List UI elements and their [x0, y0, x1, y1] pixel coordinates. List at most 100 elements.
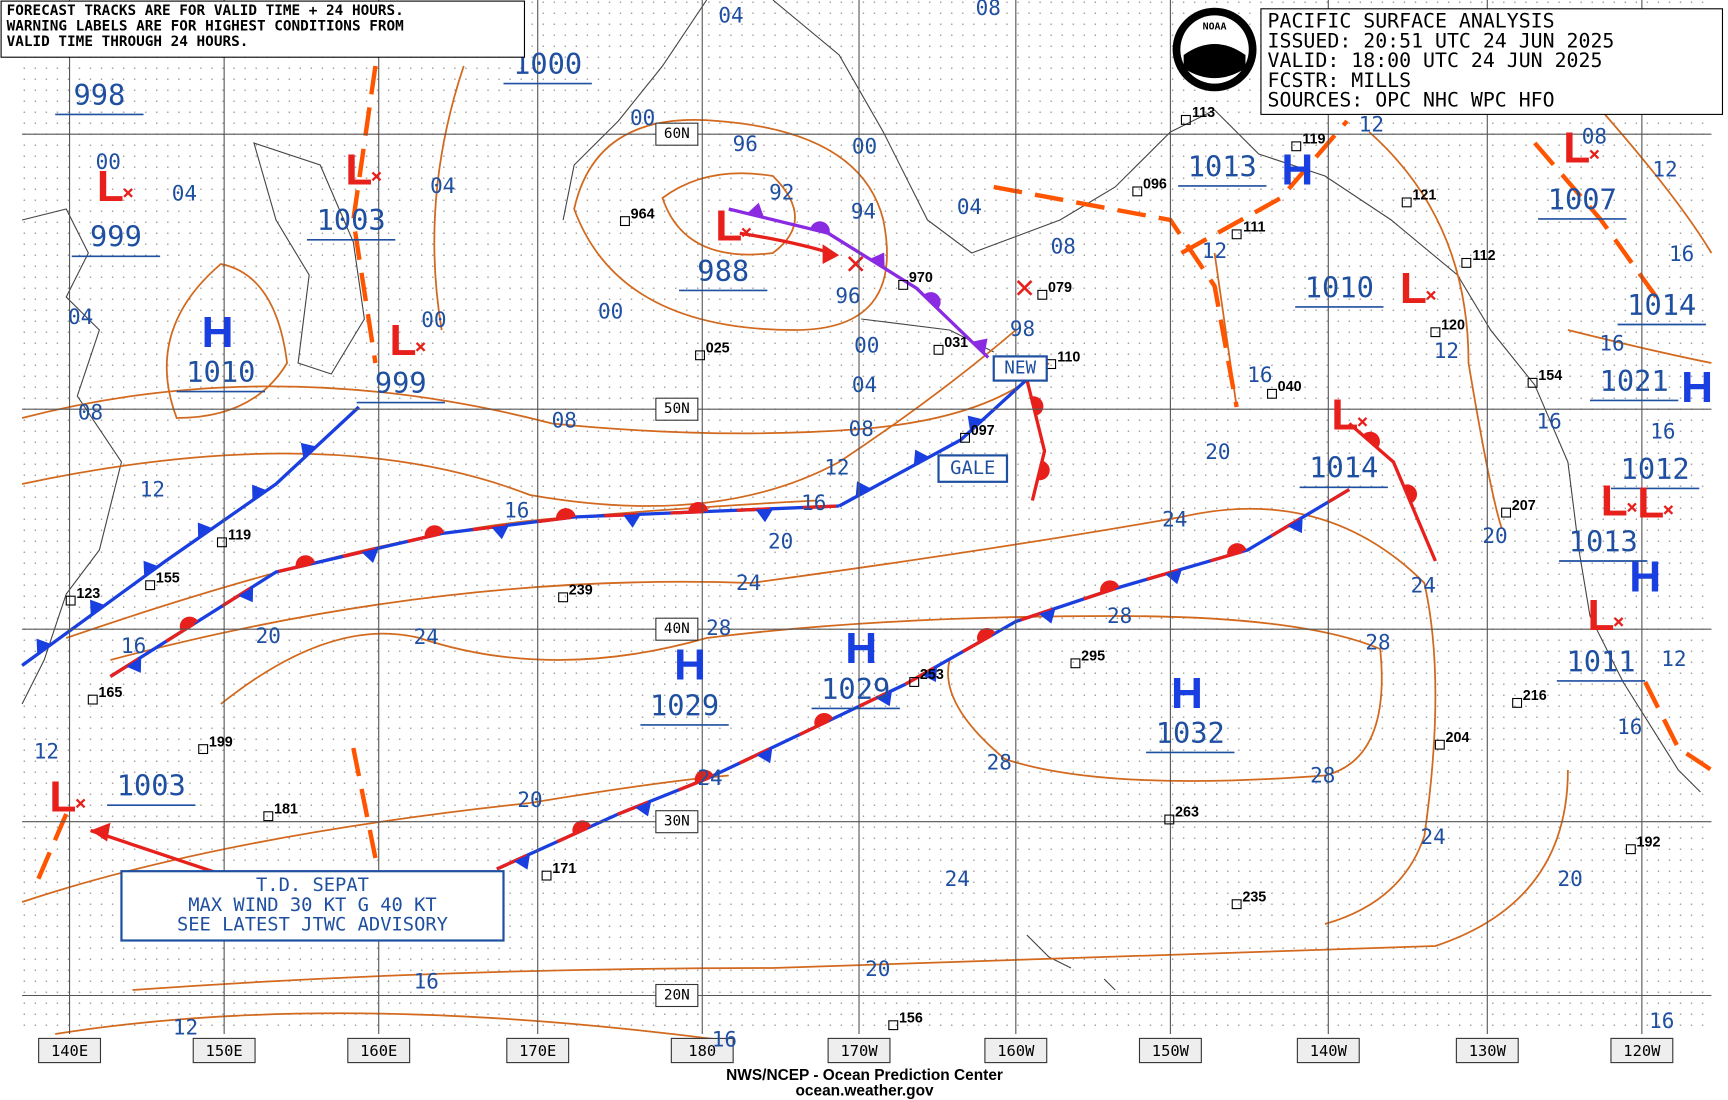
isobar-label: 00	[852, 134, 877, 158]
isobar-label: 16	[1599, 331, 1624, 355]
front-symbol	[252, 484, 267, 501]
front-symbol	[1038, 608, 1056, 624]
isobar-label: 08	[976, 0, 1001, 20]
isobar-label: 16	[1537, 409, 1562, 433]
station-marker	[960, 432, 970, 443]
isobar-label: 04	[718, 4, 743, 28]
high-symbol: H	[1629, 552, 1661, 601]
station-pressure: 031	[944, 335, 968, 351]
low-symbol: L	[1637, 479, 1664, 528]
isobar-label: 16	[801, 491, 826, 515]
lon-label: 120W	[1623, 1042, 1661, 1060]
lon-label: 160W	[997, 1042, 1035, 1060]
center-pressure: 999	[90, 220, 142, 254]
front-symbol	[238, 586, 254, 603]
station-pressure: 079	[1048, 280, 1072, 296]
station-pressure: 192	[1637, 834, 1661, 850]
center-pressure: 988	[697, 254, 749, 288]
isobar-label: 28	[1365, 631, 1390, 655]
lon-label: 130W	[1469, 1042, 1507, 1060]
front-symbol	[424, 525, 445, 538]
station-marker	[1164, 814, 1175, 825]
station-marker	[1231, 229, 1242, 240]
low-x: ×	[1613, 610, 1625, 633]
isobar-label: 04	[852, 373, 877, 397]
front-symbol	[1165, 569, 1183, 585]
front-symbol	[634, 800, 652, 817]
front-symbol	[179, 616, 199, 632]
front-symbol	[869, 252, 885, 269]
lon-label-box	[347, 1037, 411, 1064]
isobars	[21, 65, 1713, 1041]
station-pressure: 171	[552, 861, 576, 877]
storm-line: SEE LATEST JTWC ADVISORY	[177, 915, 448, 936]
front-symbol	[143, 560, 159, 577]
isobar-label: 24	[945, 867, 970, 891]
front-symbol	[36, 638, 52, 655]
station-marker	[1434, 739, 1445, 750]
isobar-label: 00	[854, 334, 879, 358]
isobar-label: 08	[1582, 125, 1607, 149]
gale-warning: GALE	[950, 458, 995, 479]
low-symbol: L	[1588, 591, 1615, 640]
front-symbol	[746, 202, 765, 218]
isobar-label: 20	[768, 529, 793, 553]
station-pressure: 120	[1441, 317, 1465, 333]
isobar-label: 20	[865, 957, 890, 981]
lon-label-box	[1296, 1037, 1360, 1064]
isobar-label: 28	[1310, 764, 1335, 788]
station-marker	[1401, 197, 1412, 208]
station-marker	[1070, 658, 1081, 669]
isobar-label: 12	[173, 1016, 198, 1040]
station-pressure: 119	[1302, 131, 1325, 147]
isobar-label: 04	[172, 182, 197, 206]
station-pressure: 165	[98, 685, 122, 701]
low-symbol: L	[345, 145, 372, 194]
front-line	[496, 682, 907, 871]
station-marker	[65, 595, 76, 606]
station-marker	[1461, 257, 1472, 268]
front-symbol	[921, 666, 938, 683]
front-symbol	[876, 690, 892, 707]
high-symbol: H	[202, 308, 234, 357]
station-pressure: 204	[1446, 730, 1470, 746]
isobar-label: 12	[34, 739, 59, 763]
notice-line: FORECAST TRACKS ARE FOR VALID TIME + 24 …	[7, 3, 404, 19]
station-pressure: 216	[1523, 688, 1547, 704]
station-marker	[619, 216, 630, 227]
station-pressure: 113	[1192, 105, 1215, 121]
front-symbol	[694, 769, 714, 784]
front-symbol	[810, 221, 830, 234]
station-marker	[695, 350, 706, 361]
gale-box	[937, 454, 1009, 483]
center-pressure: 1014	[1627, 288, 1696, 322]
isobar-label: 20	[1205, 440, 1230, 464]
station-marker	[198, 744, 209, 755]
front-symbol	[556, 508, 576, 520]
isobar-label: 92	[769, 181, 794, 205]
isobar-label: 24	[1162, 507, 1187, 531]
center-pressure: 1013	[1188, 149, 1257, 183]
new-label: NEW	[1004, 359, 1036, 379]
station-marker	[558, 592, 569, 603]
high-symbol: H	[1171, 669, 1203, 718]
troughs	[31, 65, 1713, 892]
isobar-label: 16	[712, 1028, 737, 1052]
info-box	[1260, 8, 1724, 115]
station-marker	[933, 344, 944, 355]
station-marker	[1625, 844, 1636, 855]
lon-label-box	[1138, 1037, 1202, 1064]
station-pressure: 964	[631, 206, 655, 222]
lon-label: 160E	[360, 1042, 397, 1060]
isobar-label: 08	[78, 401, 103, 425]
isobar-label: 08	[849, 417, 874, 441]
station-marker	[1180, 114, 1191, 125]
front-symbol	[923, 292, 941, 309]
isobar-label: 12	[1359, 112, 1384, 136]
front-symbol	[971, 338, 988, 355]
isobar-label: 24	[414, 625, 439, 649]
labels: 04 08 00 96 00 92 94 96 00 00 04 04 00 04 04 08 98 00 04 08…	[34, 0, 1713, 1052]
low-symbol: L	[1400, 264, 1427, 313]
center-pressure: 1012	[1621, 452, 1690, 486]
